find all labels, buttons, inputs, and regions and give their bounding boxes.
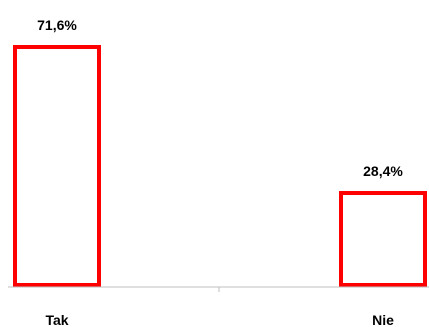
- data-labels-group: 71,6% 28,4%: [37, 17, 403, 179]
- tick-label-nie: Nie: [372, 312, 394, 327]
- data-label-nie: 28,4%: [363, 163, 403, 179]
- tick-label-tak: Tak: [45, 312, 68, 327]
- data-label-tak: 71,6%: [37, 17, 77, 33]
- bar-nie: [339, 191, 427, 287]
- bar-tak: [13, 45, 101, 287]
- bars-group: [13, 45, 427, 287]
- tick-labels-group: Tak Nie: [45, 312, 394, 327]
